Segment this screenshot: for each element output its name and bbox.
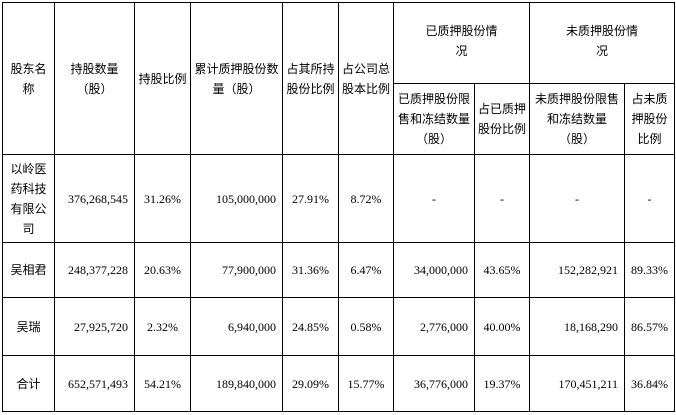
header-cumulative-pledged: 累计质押股份数量（股） xyxy=(190,2,283,155)
cell-shareholder-name: 吴相君 xyxy=(2,242,55,298)
cell-pledged-restricted: 36,776,000 xyxy=(393,355,475,412)
cell-pledged-restricted: 34,000,000 xyxy=(393,242,475,298)
table-row-total: 合计 652,571,493 54.21% 189,840,000 29.09%… xyxy=(2,355,676,412)
header-pledged-group: 已质押股份情况 xyxy=(392,2,531,84)
cell-pct-of-holdings: 27.91% xyxy=(282,154,339,243)
cell-pct-of-holdings: 31.36% xyxy=(282,242,339,298)
cell-cumulative-pledged: 189,840,000 xyxy=(190,355,283,412)
header-unpledged-restricted: 未质押股份限售和冻结数量（股） xyxy=(529,83,626,155)
cell-holding-ratio: 20.63% xyxy=(134,242,191,298)
header-unpledged-ratio: 占未质押股份比例 xyxy=(624,83,676,155)
header-pledged-restricted: 已质押股份限售和冻结数量（股） xyxy=(393,83,475,155)
cell-pct-of-holdings: 29.09% xyxy=(282,355,339,412)
header-pct-of-total: 占公司总股本比例 xyxy=(338,2,394,155)
cell-pledged-ratio: - xyxy=(473,154,531,243)
cell-unpledged-ratio: 89.33% xyxy=(624,242,676,298)
header-row-1: 股东名称 持股数量（股） 持股比例 累计质押股份数量（股） 占其所持股份比例 占… xyxy=(2,2,676,155)
cell-holding-ratio: 2.32% xyxy=(134,297,191,356)
header-holding-ratio: 持股比例 xyxy=(134,2,191,155)
cell-shareholder-name: 合计 xyxy=(2,355,55,412)
table-row: 以岭医药科技有限公司 376,268,545 31.26% 105,000,00… xyxy=(2,154,676,243)
cell-cumulative-pledged: 105,000,000 xyxy=(190,154,283,243)
header-pct-of-holdings: 占其所持股份比例 xyxy=(282,2,339,155)
cell-unpledged-ratio: 36.84% xyxy=(624,355,676,412)
cell-shareholder-name: 吴瑞 xyxy=(2,297,55,356)
cell-cumulative-pledged: 6,940,000 xyxy=(190,297,283,356)
table-row: 吴相君 248,377,228 20.63% 77,900,000 31.36%… xyxy=(2,242,676,298)
cell-unpledged-ratio: 86.57% xyxy=(624,297,676,356)
cell-shares-held: 248,377,228 xyxy=(54,242,135,298)
cell-pct-of-total: 6.47% xyxy=(338,242,394,298)
header-unpledged-group: 未质押股份情况 xyxy=(529,2,676,84)
cell-pct-of-total: 15.77% xyxy=(338,355,394,412)
cell-holding-ratio: 54.21% xyxy=(134,355,191,412)
cell-cumulative-pledged: 77,900,000 xyxy=(190,242,283,298)
header-row-2: 已质押股份限售和冻结数量（股） 占已质押股份比例 未质押股份限售和冻结数量（股）… xyxy=(3,83,676,155)
cell-pledged-ratio: 19.37% xyxy=(473,355,531,412)
cell-pledged-ratio: 43.65% xyxy=(473,242,531,298)
cell-unpledged-restricted: 152,282,921 xyxy=(529,242,626,298)
table-row: 吴瑞 27,925,720 2.32% 6,940,000 24.85% 0.5… xyxy=(2,297,676,356)
cell-unpledged-restricted: 170,451,211 xyxy=(529,355,626,412)
cell-unpledged-restricted: - xyxy=(529,154,626,243)
cell-holding-ratio: 31.26% xyxy=(134,154,191,243)
cell-pledged-ratio: 40.00% xyxy=(473,297,531,356)
cell-pct-of-total: 8.72% xyxy=(338,154,394,243)
cell-pledged-restricted: 2,776,000 xyxy=(393,297,475,356)
cell-shares-held: 27,925,720 xyxy=(54,297,135,356)
cell-unpledged-restricted: 18,168,290 xyxy=(529,297,626,356)
header-pledged-ratio: 占已质押股份比例 xyxy=(473,83,531,155)
cell-pct-of-total: 0.58% xyxy=(338,297,394,356)
cell-shares-held: 652,571,493 xyxy=(54,355,135,412)
cell-unpledged-ratio: - xyxy=(624,154,676,243)
cell-shares-held: 376,268,545 xyxy=(54,154,135,243)
cell-pledged-restricted: - xyxy=(393,154,475,243)
cell-pct-of-holdings: 24.85% xyxy=(282,297,339,356)
cell-shareholder-name: 以岭医药科技有限公司 xyxy=(2,154,55,243)
header-shares-held: 持股数量（股） xyxy=(54,2,135,155)
header-shareholder: 股东名称 xyxy=(2,2,55,155)
